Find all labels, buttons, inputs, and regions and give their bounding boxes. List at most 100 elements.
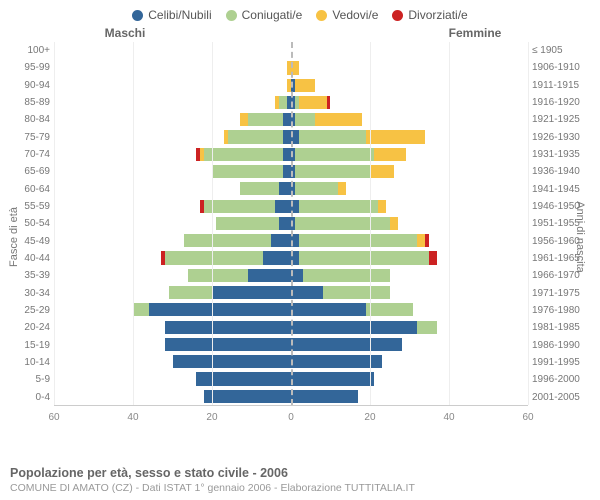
bar-female [291, 286, 528, 299]
bar-male [54, 390, 291, 403]
bar-male [54, 338, 291, 351]
bar-male [54, 303, 291, 316]
legend-swatch [392, 10, 403, 21]
bar-male [54, 148, 291, 161]
bar-segment-married [295, 165, 370, 178]
legend-label: Coniugati/e [242, 8, 303, 22]
y-tick-right: 1996-2000 [532, 374, 590, 385]
y-tick-left: 50-54 [10, 218, 50, 229]
x-tick: 40 [443, 412, 454, 423]
x-tick: 40 [127, 412, 138, 423]
gridline [54, 42, 55, 405]
y-axis-left: 100+95-9990-9485-8980-8475-7970-7465-696… [10, 42, 50, 406]
bar-male [54, 130, 291, 143]
bar-female [291, 165, 528, 178]
bar-segment-divorced [327, 96, 331, 109]
bar-male [54, 61, 291, 74]
bar-male [54, 286, 291, 299]
y-tick-right: 1981-1985 [532, 322, 590, 333]
bar-segment-widowed [299, 96, 327, 109]
bar-segment-widowed [338, 182, 346, 195]
bar-male [54, 44, 291, 57]
bar-male [54, 269, 291, 282]
legend-label: Vedovi/e [332, 8, 378, 22]
y-tick-right: 1931-1935 [532, 149, 590, 160]
bar-segment-married [295, 113, 315, 126]
chart-footer: Popolazione per età, sesso e stato civil… [10, 466, 590, 494]
bar-segment-single [291, 390, 358, 403]
bar-segment-divorced [429, 251, 437, 264]
y-tick-left: 75-79 [10, 132, 50, 143]
bar-male [54, 372, 291, 385]
bar-male [54, 234, 291, 247]
bar-male [54, 200, 291, 213]
bar-segment-married [295, 182, 338, 195]
bar-male [54, 165, 291, 178]
bar-segment-married [303, 269, 390, 282]
bar-segment-single [248, 269, 291, 282]
chart-container: Celibi/NubiliConiugati/eVedovi/eDivorzia… [0, 0, 600, 500]
bar-male [54, 96, 291, 109]
bar-female [291, 200, 528, 213]
bar-segment-married [299, 130, 366, 143]
bar-segment-married [248, 113, 284, 126]
bar-female [291, 96, 528, 109]
bar-segment-single [196, 372, 291, 385]
y-tick-left: 15-19 [10, 340, 50, 351]
gridline [449, 42, 450, 405]
y-tick-left: 0-4 [10, 392, 50, 403]
bar-segment-married [417, 321, 437, 334]
legend-item: Divorziati/e [392, 8, 467, 22]
y-tick-right: 1926-1930 [532, 132, 590, 143]
bar-female [291, 390, 528, 403]
bar-female [291, 79, 528, 92]
bar-segment-married [188, 269, 247, 282]
y-tick-right: 1966-1970 [532, 270, 590, 281]
bar-segment-divorced [425, 234, 429, 247]
y-tick-left: 65-69 [10, 166, 50, 177]
x-tick: 60 [48, 412, 59, 423]
bar-female [291, 113, 528, 126]
y-tick-left: 90-94 [10, 80, 50, 91]
bar-segment-married [299, 200, 378, 213]
bar-segment-married [228, 130, 283, 143]
bar-segment-married [184, 234, 271, 247]
chart-subtitle: COMUNE DI AMATO (CZ) - Dati ISTAT 1° gen… [10, 482, 590, 494]
bar-male [54, 182, 291, 195]
bar-segment-single [263, 251, 291, 264]
bar-segment-single [204, 390, 291, 403]
gridline [212, 42, 213, 405]
bar-segment-single [212, 286, 291, 299]
y-tick-left: 20-24 [10, 322, 50, 333]
bar-segment-married [323, 286, 390, 299]
bar-female [291, 321, 528, 334]
y-tick-left: 5-9 [10, 374, 50, 385]
bar-male [54, 79, 291, 92]
y-tick-left: 45-49 [10, 236, 50, 247]
bar-female [291, 303, 528, 316]
chart-title: Popolazione per età, sesso e stato civil… [10, 466, 590, 480]
bar-segment-widowed [315, 113, 362, 126]
y-tick-left: 85-89 [10, 97, 50, 108]
bar-female [291, 61, 528, 74]
y-tick-right: 1951-1955 [532, 218, 590, 229]
bar-segment-married [295, 217, 390, 230]
bar-segment-single [291, 321, 417, 334]
y-tick-right: 1916-1920 [532, 97, 590, 108]
bar-segment-married [279, 96, 287, 109]
bar-segment-married [204, 148, 283, 161]
bar-segment-single [283, 165, 291, 178]
x-axis: 6040200204060 [54, 408, 528, 432]
bar-segment-single [291, 372, 374, 385]
y-tick-left: 55-59 [10, 201, 50, 212]
y-tick-right: 1976-1980 [532, 305, 590, 316]
y-tick-left: 100+ [10, 45, 50, 56]
bar-segment-widowed [240, 113, 248, 126]
bar-female [291, 44, 528, 57]
bar-segment-single [165, 338, 291, 351]
legend-item: Vedovi/e [316, 8, 378, 22]
bar-female [291, 372, 528, 385]
bar-segment-married [216, 217, 279, 230]
y-axis-right: ≤ 19051906-19101911-19151916-19201921-19… [532, 42, 590, 406]
y-tick-right: 2001-2005 [532, 392, 590, 403]
